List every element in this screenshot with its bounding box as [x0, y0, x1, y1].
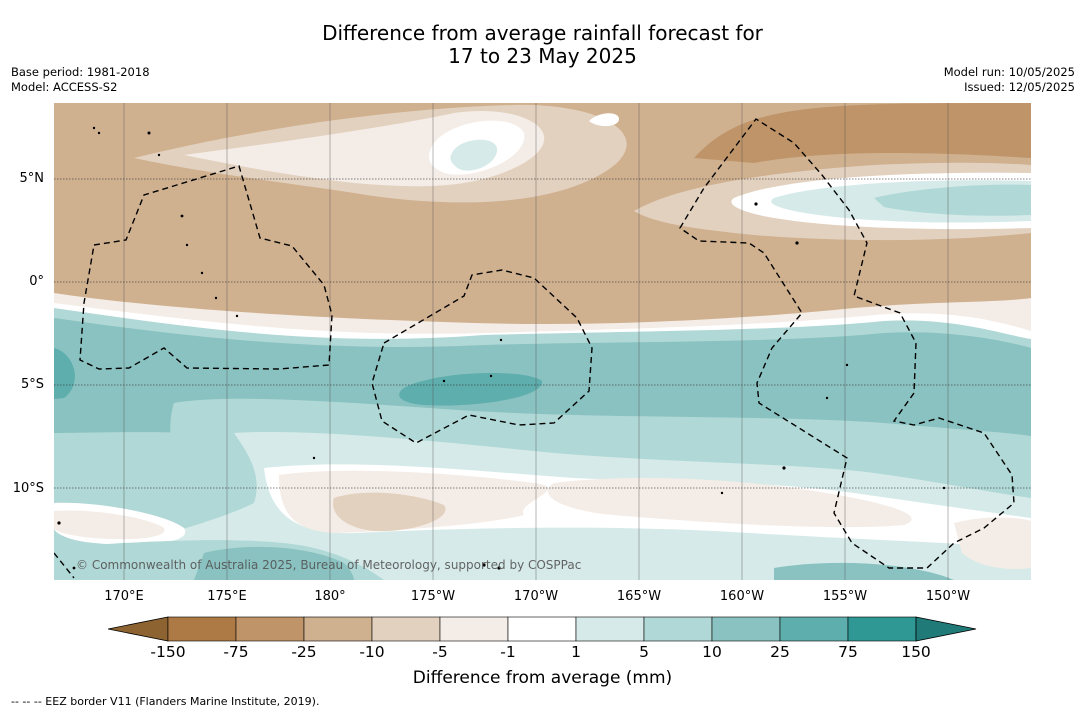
lon-label-155w: 155°W: [822, 589, 868, 604]
region-wetter-east: [874, 184, 1031, 216]
eez-cook-islands: [679, 118, 1015, 569]
colorbar-extend-high: [915, 616, 977, 642]
colorbar-bin: [303, 616, 373, 642]
cbar-tick-7: 5: [639, 643, 649, 661]
colorbar-bin: [371, 616, 441, 642]
copyright-text: © Commonwealth of Australia 2025, Bureau…: [76, 558, 582, 572]
model-run-text: Model run: 10/05/2025: [943, 65, 1075, 79]
colorbar-bin: [507, 616, 577, 642]
lat-label-10s: 10°S: [12, 481, 44, 496]
region-wettest-west: [54, 348, 75, 399]
colorbar-title: Difference from average (mm): [412, 668, 673, 688]
rainfall-anomaly-map: [54, 103, 1031, 580]
region-slightly-dry-lower: [333, 492, 446, 532]
cbar-tick-10: 75: [838, 643, 858, 661]
lon-label-175w: 175°W: [410, 589, 456, 604]
title-line-2: 17 to 23 May 2025: [448, 44, 637, 68]
lat-label-0: 0°: [29, 274, 44, 289]
island-markers: [57, 126, 946, 570]
colorbar-bin: [643, 616, 713, 642]
eez-borders: [54, 118, 1015, 579]
region-wettest-central: [399, 372, 543, 406]
region-neutral-dry-southwest: [54, 510, 165, 540]
cbar-tick-6: 1: [571, 643, 581, 661]
model-name-text: Model: ACCESS-S2: [11, 80, 118, 94]
cbar-tick-3: -10: [359, 643, 385, 661]
region-neutral-spot: [589, 113, 619, 127]
map-title: Difference from average rainfall forecas…: [0, 22, 1085, 68]
eez-legend-footnote: -- -- -- EEZ border V11 (Flanders Marine…: [11, 695, 320, 708]
latitude-lines: [54, 178, 1031, 489]
colorbar-bin: [235, 616, 305, 642]
region-wet-spot-north: [450, 139, 498, 171]
base-period-text: Base period: 1981-2018: [11, 65, 150, 79]
cbar-tick-5: -1: [500, 643, 516, 661]
colorbar-bin: [439, 616, 509, 642]
region-wetter-southwest: [194, 546, 354, 580]
cbar-tick-8: 10: [702, 643, 722, 661]
colorbar: [108, 616, 977, 642]
colorbar-extend-low: [108, 616, 169, 642]
issued-text: Issued: 12/05/2025: [964, 80, 1075, 94]
lon-label-170e: 170°E: [104, 589, 144, 604]
colorbar-bin: [779, 616, 849, 642]
title-line-1: Difference from average rainfall forecas…: [322, 21, 763, 45]
eez-tokelau: [371, 269, 593, 444]
lon-label-180: 180°: [314, 589, 346, 604]
region-wetter-southeast: [774, 562, 954, 580]
run-info: Model run: 10/05/2025 Issued: 12/05/2025: [944, 65, 1075, 95]
lat-label-5s: 5°S: [20, 377, 44, 392]
map-canvas: [54, 103, 1031, 580]
graticule: [123, 103, 949, 580]
model-info: Base period: 1981-2018 Model: ACCESS-S2: [11, 65, 150, 95]
region-neutral-dry-southeast: [954, 517, 1031, 570]
colorbar-bin: [711, 616, 781, 642]
cbar-tick-9: 25: [770, 643, 790, 661]
lon-label-160w: 160°W: [719, 589, 765, 604]
lon-label-165w: 165°W: [616, 589, 662, 604]
cbar-tick-0: -150: [150, 643, 186, 661]
colorbar-bin: [847, 616, 917, 642]
colorbar-bin: [575, 616, 645, 642]
cbar-tick-4: -5: [432, 643, 448, 661]
cbar-tick-11: 150: [901, 643, 931, 661]
region-dry-northeast: [694, 103, 1031, 163]
cbar-tick-1: -75: [223, 643, 249, 661]
lat-label-5n: 5°N: [19, 171, 45, 186]
colorbar-bin: [167, 616, 237, 642]
lon-label-170w: 170°W: [513, 589, 559, 604]
eez-fragment-southwest: [54, 552, 75, 579]
cbar-tick-2: -25: [291, 643, 317, 661]
colorbar-bins: [167, 616, 917, 642]
lon-label-175e: 175°E: [207, 589, 247, 604]
lon-label-150w: 150°W: [925, 589, 971, 604]
